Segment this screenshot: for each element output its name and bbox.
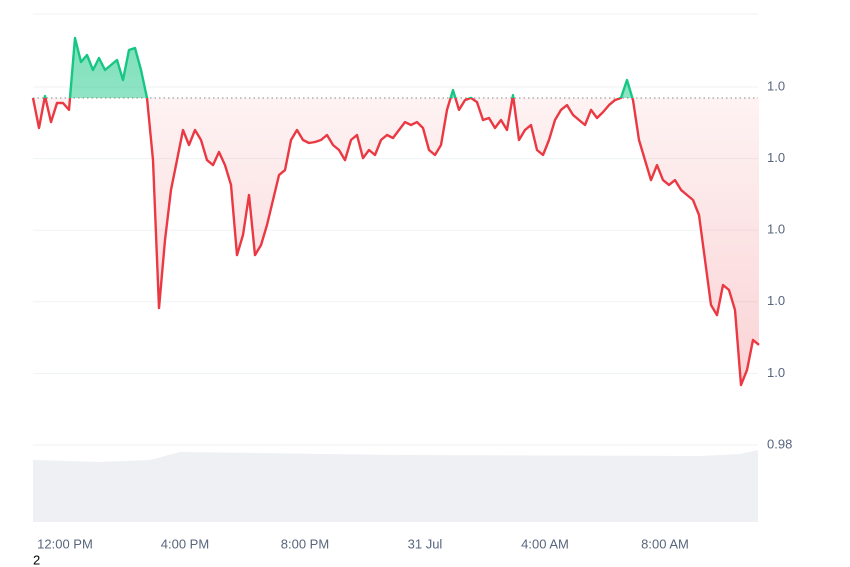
annotation: 2 — [33, 552, 40, 567]
y-tick-label: 1.0 — [767, 293, 785, 308]
y-tick-label: 0.98 — [767, 436, 792, 451]
y-tick-label: 1.0 — [767, 150, 785, 165]
volume-area — [33, 450, 758, 522]
price-line-down — [31, 97, 760, 387]
x-tick-label: 12:00 PM — [37, 536, 93, 551]
x-tick-label: 8:00 PM — [281, 536, 329, 551]
x-tick-label: 31 Jul — [408, 536, 443, 551]
y-tick-label: 1.0 — [767, 222, 785, 237]
y-tick-label: 1.0 — [767, 78, 785, 93]
x-tick-label: 4:00 PM — [161, 536, 209, 551]
x-tick-label: 4:00 AM — [521, 536, 569, 551]
area-up — [33, 38, 633, 98]
x-tick-label: 8:00 AM — [641, 536, 689, 551]
y-tick-label: 1.0 — [767, 365, 785, 380]
area-down — [33, 97, 759, 385]
